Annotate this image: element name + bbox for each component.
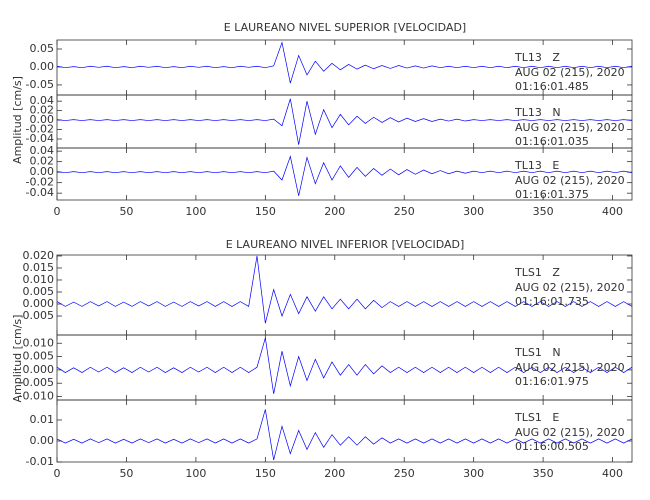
y-tick-label: 0.010 [23, 336, 55, 349]
station-label: TLS1 E [514, 411, 559, 424]
x-tick-label: 200 [324, 205, 345, 218]
y-tick-label: 0.04 [30, 94, 55, 107]
x-tick-label: 250 [394, 205, 415, 218]
y-tick-label: 0.015 [23, 261, 55, 274]
time-label: 01:16:01.975 [515, 375, 589, 388]
y-tick-label: -0.010 [19, 390, 54, 403]
y-axis-label: Amplitud [cm/s] [11, 315, 24, 403]
y-tick-label: -0.04 [26, 132, 54, 145]
y-tick-label: 0.00 [30, 165, 55, 178]
station-label: TLS1 N [514, 346, 561, 359]
y-tick-label: 0.005 [23, 350, 55, 363]
x-tick-label: 50 [119, 205, 133, 218]
x-tick-label: 300 [463, 205, 484, 218]
plot-frame [56, 399, 633, 463]
waveform [56, 255, 633, 324]
y-tick-label: 0.005 [23, 285, 55, 298]
x-tick-label: 0 [54, 205, 61, 218]
y-tick-label: 0.00 [30, 60, 55, 73]
x-tick-label: 50 [119, 467, 133, 480]
x-tick-label: 150 [255, 467, 276, 480]
station-label: TL13 Z [514, 51, 560, 64]
date-label: AUG 02 (215), 2020 [515, 426, 625, 439]
x-tick-label: 350 [533, 205, 554, 218]
waveform [56, 41, 633, 84]
time-label: 01:16:01.735 [515, 295, 589, 308]
time-label: 01:16:01.485 [515, 80, 589, 93]
station-label: TL13 E [514, 159, 559, 172]
plot-frame [56, 147, 633, 201]
panel-title: E LAUREANO NIVEL INFERIOR [VELOCIDAD] [226, 238, 465, 251]
x-tick-label: 0 [54, 467, 61, 480]
time-label: 01:16:01.035 [515, 135, 589, 148]
time-label: 01:16:00.505 [515, 440, 589, 453]
x-tick-label: 350 [533, 467, 554, 480]
y-tick-label: 0.05 [30, 42, 55, 55]
x-tick-label: 400 [602, 467, 623, 480]
date-label: AUG 02 (215), 2020 [515, 121, 625, 134]
y-tick-label: 0.02 [30, 155, 55, 168]
x-tick-label: 150 [255, 205, 276, 218]
waveform [56, 98, 633, 145]
panel-title: E LAUREANO NIVEL SUPERIOR [VELOCIDAD] [224, 21, 466, 34]
y-tick-label: -0.02 [26, 123, 54, 136]
y-tick-label: 0.000 [23, 297, 55, 310]
y-tick-label: -0.005 [19, 376, 54, 389]
x-tick-label: 300 [463, 467, 484, 480]
station-label: TLS1 Z [514, 266, 560, 279]
y-tick-label: 0.01 [30, 413, 55, 426]
y-tick-label: 0.04 [30, 144, 55, 157]
x-tick-label: 100 [185, 467, 206, 480]
x-tick-label: 200 [324, 467, 345, 480]
y-tick-label: 0.000 [23, 363, 55, 376]
y-tick-label: 0.00 [30, 434, 55, 447]
y-tick-label: -0.02 [26, 176, 54, 189]
date-label: AUG 02 (215), 2020 [515, 174, 625, 187]
y-tick-label: -0.01 [26, 455, 54, 468]
x-tick-label: 400 [602, 205, 623, 218]
y-tick-label: -0.05 [26, 78, 54, 91]
date-label: AUG 02 (215), 2020 [515, 361, 625, 374]
waveform [56, 337, 633, 394]
y-tick-label: -0.04 [26, 186, 54, 199]
date-label: AUG 02 (215), 2020 [515, 66, 625, 79]
y-tick-label: 0.020 [23, 249, 55, 262]
time-label: 01:16:01.375 [515, 188, 589, 201]
x-tick-label: 100 [185, 205, 206, 218]
waveform [56, 155, 633, 196]
station-label: TL13 N [514, 106, 561, 119]
y-tick-label: -0.005 [19, 309, 54, 322]
x-tick-label: 250 [394, 467, 415, 480]
y-tick-label: 0.010 [23, 273, 55, 286]
y-axis-label: Amplitud [cm/s] [11, 76, 24, 164]
waveform [56, 409, 633, 460]
y-tick-label: 0.00 [30, 113, 55, 126]
date-label: AUG 02 (215), 2020 [515, 281, 625, 294]
y-tick-label: 0.02 [30, 104, 55, 117]
